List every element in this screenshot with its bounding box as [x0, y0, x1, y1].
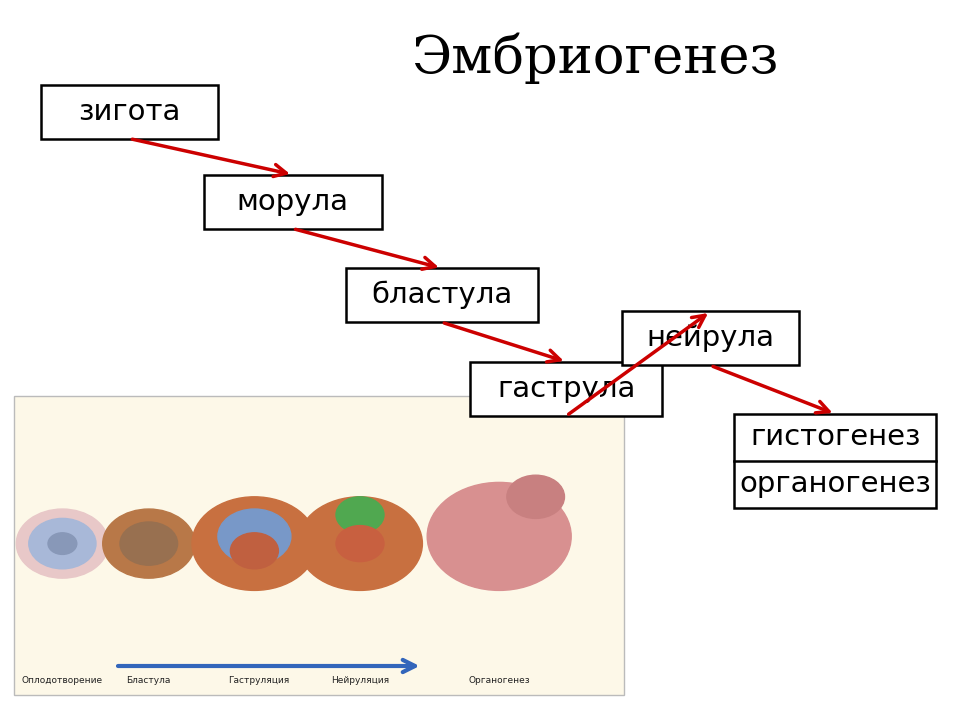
Circle shape	[298, 497, 422, 590]
Circle shape	[48, 533, 77, 554]
Text: Нейруляция: Нейруляция	[331, 677, 389, 685]
Text: Эмбриогенез: Эмбриогенез	[412, 32, 779, 84]
Text: органогенез: органогенез	[739, 470, 931, 498]
Text: зигота: зигота	[79, 98, 180, 125]
FancyBboxPatch shape	[346, 269, 538, 323]
FancyBboxPatch shape	[41, 85, 219, 138]
FancyBboxPatch shape	[734, 414, 936, 508]
Text: гистогенез: гистогенез	[750, 423, 921, 451]
FancyBboxPatch shape	[470, 361, 662, 415]
Circle shape	[427, 482, 571, 590]
Circle shape	[192, 497, 317, 590]
Circle shape	[218, 509, 291, 564]
Text: Органогенез: Органогенез	[468, 677, 530, 685]
Circle shape	[230, 533, 278, 569]
Text: Оплодотворение: Оплодотворение	[22, 677, 103, 685]
Circle shape	[120, 522, 178, 565]
Text: Гаструляция: Гаструляция	[228, 677, 290, 685]
FancyBboxPatch shape	[14, 396, 624, 695]
Text: бластула: бластула	[371, 281, 513, 310]
Circle shape	[103, 509, 195, 578]
Circle shape	[336, 526, 384, 562]
Circle shape	[336, 497, 384, 533]
FancyBboxPatch shape	[204, 175, 381, 229]
Circle shape	[507, 475, 564, 518]
Text: морула: морула	[237, 188, 348, 215]
Circle shape	[29, 518, 96, 569]
Text: гаструла: гаструла	[497, 375, 636, 402]
Text: Бластула: Бластула	[127, 677, 171, 685]
Text: нейрула: нейрула	[646, 325, 775, 352]
Circle shape	[16, 509, 108, 578]
FancyBboxPatch shape	[621, 311, 799, 365]
